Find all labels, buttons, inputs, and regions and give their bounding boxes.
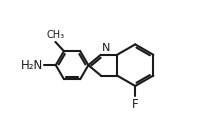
Text: H₂N: H₂N — [21, 59, 43, 72]
Text: F: F — [132, 98, 138, 111]
Text: N: N — [102, 43, 110, 53]
Text: CH₃: CH₃ — [46, 30, 64, 40]
